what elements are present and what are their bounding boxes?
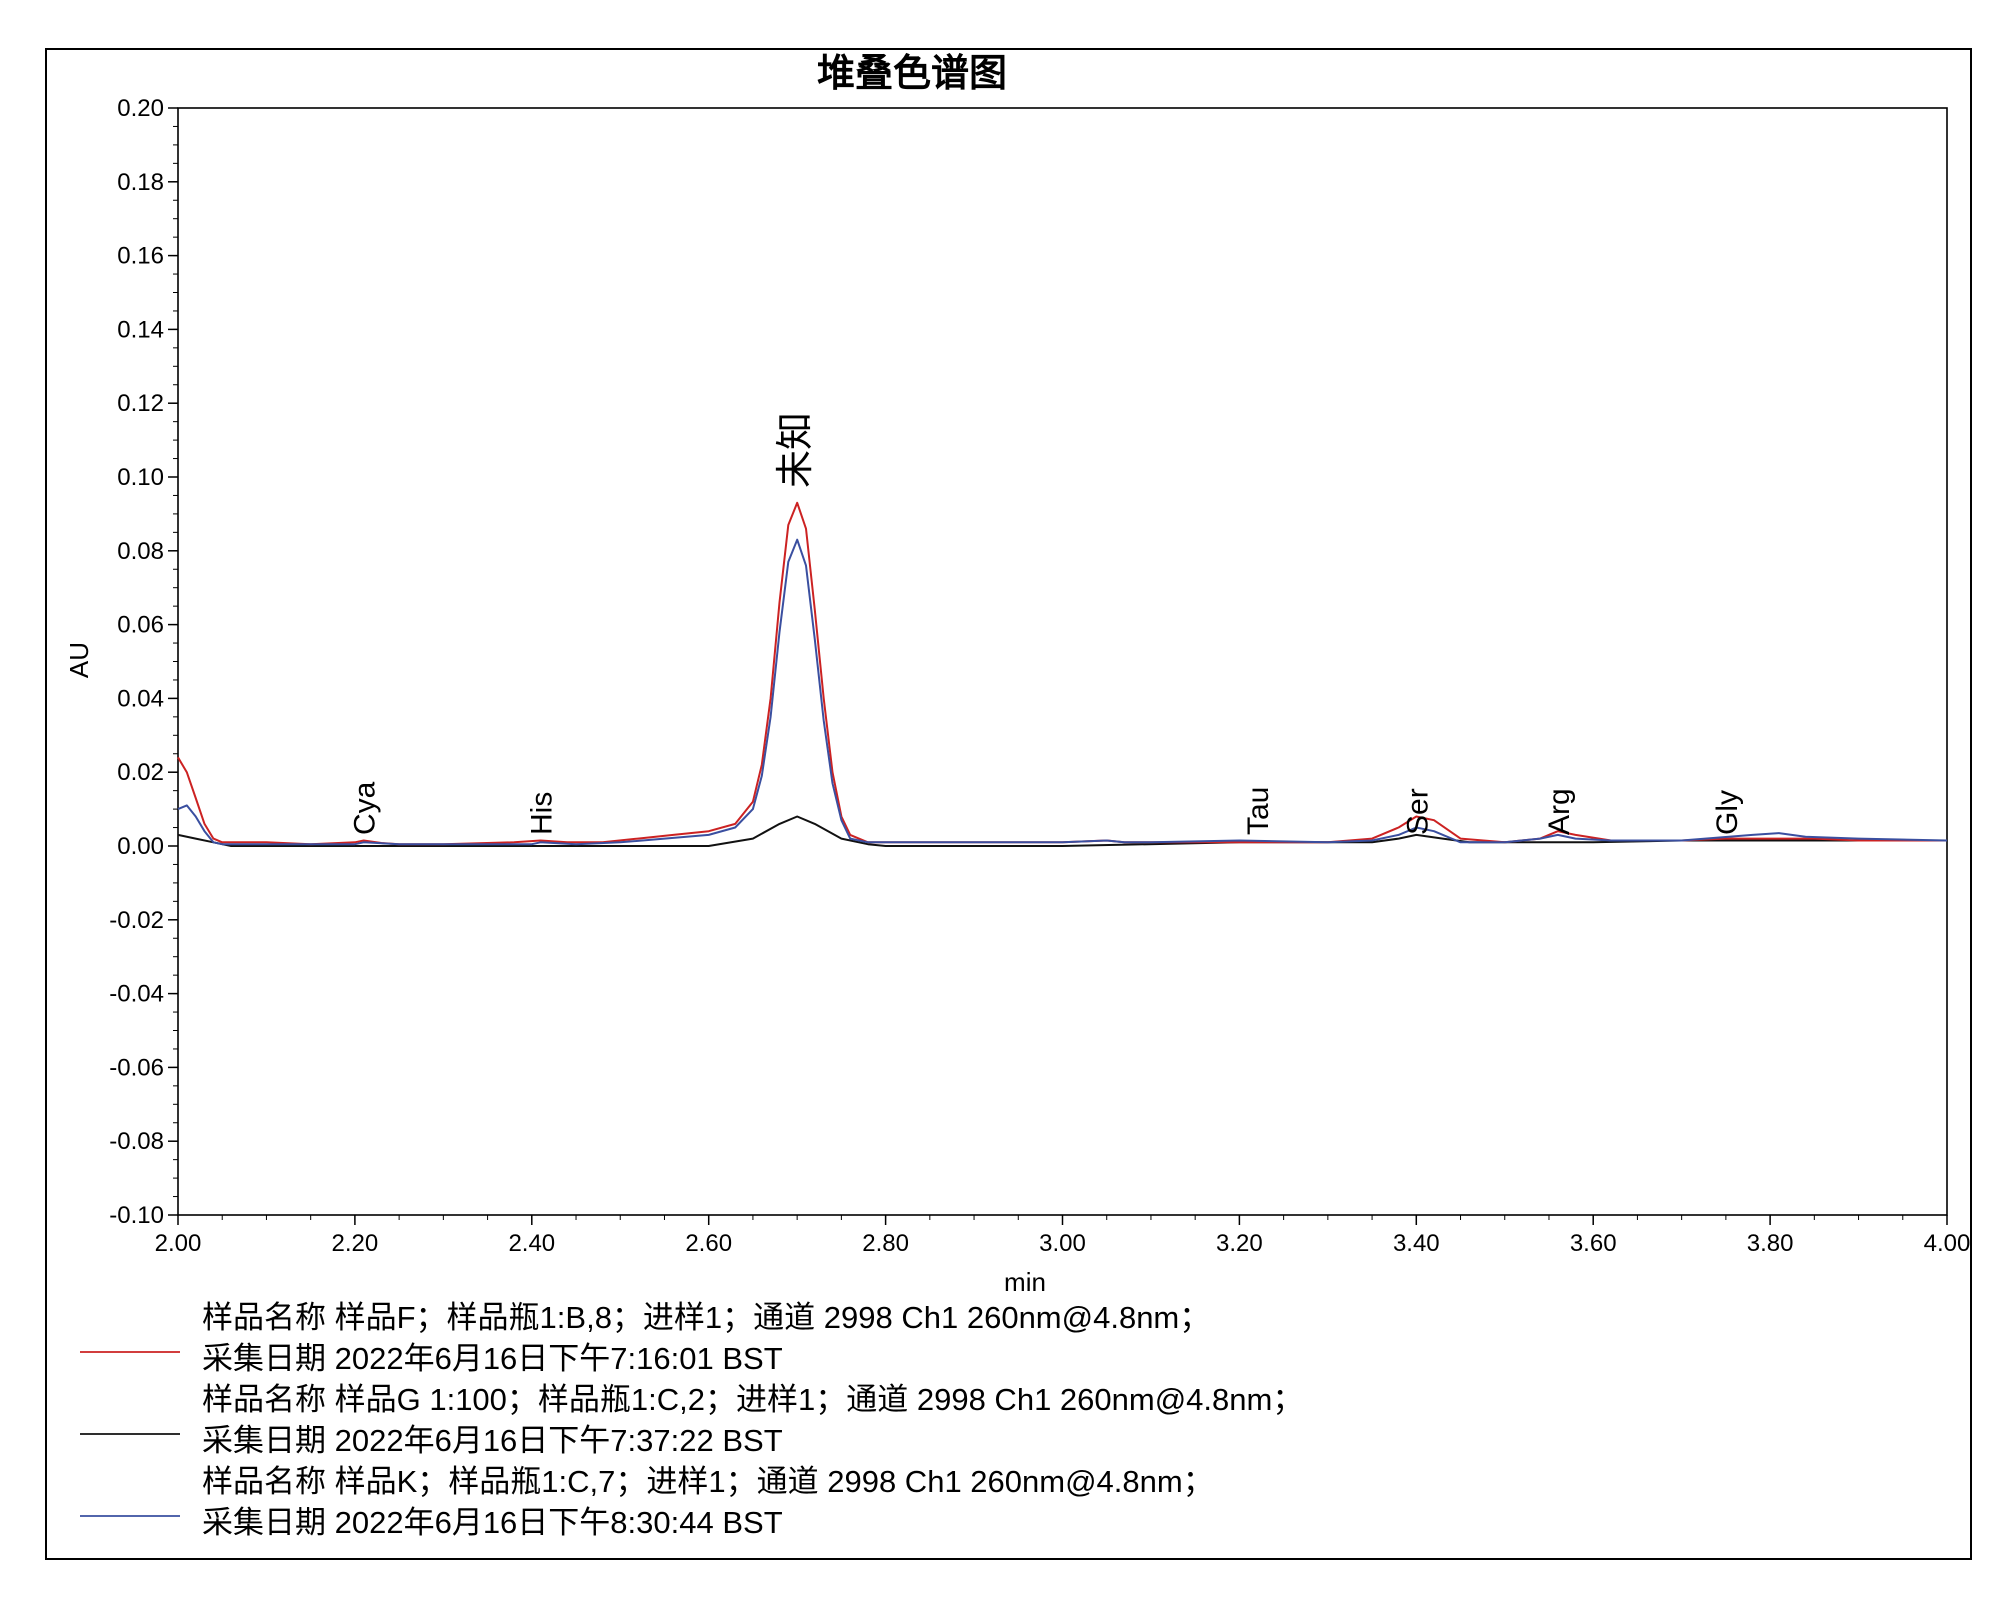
x-tick-label: 3.20 [1216, 1230, 1263, 1257]
chart-frame [45, 48, 1972, 1560]
legend: 样品名称 样品F；样品瓶1:B,8；进样1；通道 2998 Ch1 260nm@… [80, 1300, 1303, 1540]
peak-label: Gly [1711, 790, 1744, 835]
y-tick-label: 0.14 [117, 316, 164, 343]
peak-label: Arg [1543, 788, 1576, 835]
series-lines [177, 501, 1948, 847]
legend-text-line2: 采集日期 2022年6月16日下午7:16:01 BST [202, 1341, 783, 1376]
y-tick-label: 0.02 [117, 759, 164, 786]
y-tick-label: 0.06 [117, 612, 164, 639]
x-tick-label: 2.40 [508, 1230, 555, 1257]
x-axis-label: min [1004, 1267, 1046, 1297]
y-tick-label: -0.10 [109, 1202, 164, 1229]
x-tick-label: 2.60 [685, 1230, 732, 1257]
y-tick-label: -0.06 [109, 1054, 164, 1081]
peak-label: Cya [349, 781, 382, 835]
x-tick-label: 4.00 [1924, 1230, 1971, 1257]
series-line-3 [177, 538, 1948, 846]
peak-label: Ser [1401, 788, 1434, 835]
y-tick-label: -0.02 [109, 907, 164, 934]
legend-text-line1: 样品名称 样品F；样品瓶1:B,8；进样1；通道 2998 Ch1 260nm@… [202, 1300, 1210, 1335]
chart-title: 堆叠色谱图 [817, 53, 1007, 95]
legend-text-line2: 采集日期 2022年6月16日下午8:30:44 BST [202, 1505, 783, 1540]
legend-text-line1: 样品名称 样品G 1:100；样品瓶1:C,2；进样1；通道 2998 Ch1 … [202, 1382, 1303, 1417]
x-tick-label: 3.60 [1570, 1230, 1617, 1257]
peak-labels: Cya His 未知 Tau Ser Arg Gly [349, 412, 1744, 835]
x-tick-label: 2.80 [862, 1230, 909, 1257]
peak-label: Tau [1242, 787, 1275, 835]
plot-area-border [177, 107, 1948, 1216]
peak-label: His [526, 792, 559, 835]
series-line-1 [177, 501, 1947, 846]
y-tick-label: 0.16 [117, 243, 164, 270]
y-axis-label: AU [64, 642, 94, 678]
axes: 0.20 0.18 0.16 0.14 0.12 0.10 0.08 0.06 0.04 0.02… [109, 95, 1970, 1257]
series-line-2 [177, 815, 1947, 847]
y-tick-label: -0.04 [109, 981, 164, 1008]
legend-text-line2: 采集日期 2022年6月16日下午7:37:22 BST [202, 1423, 783, 1458]
peak-label: 未知 [775, 412, 817, 488]
y-tick-label: 0.08 [117, 538, 164, 565]
x-tick-label: 2.00 [155, 1230, 202, 1257]
x-tick-label: 3.40 [1393, 1230, 1440, 1257]
x-tick-label: 3.00 [1039, 1230, 1086, 1257]
x-tick-label: 2.20 [332, 1230, 379, 1257]
y-tick-label: 0.20 [117, 95, 164, 122]
x-tick-label: 3.80 [1747, 1230, 1794, 1257]
y-tick-label: 0.00 [117, 833, 164, 860]
y-tick-label: 0.04 [117, 685, 164, 712]
legend-text-line1: 样品名称 样品K；样品瓶1:C,7；进样1；通道 2998 Ch1 260nm@… [202, 1464, 1214, 1499]
y-tick-label: -0.08 [109, 1128, 164, 1155]
y-tick-label: 0.10 [117, 464, 164, 491]
y-tick-label: 0.12 [117, 390, 164, 417]
y-tick-label: 0.18 [117, 169, 164, 196]
